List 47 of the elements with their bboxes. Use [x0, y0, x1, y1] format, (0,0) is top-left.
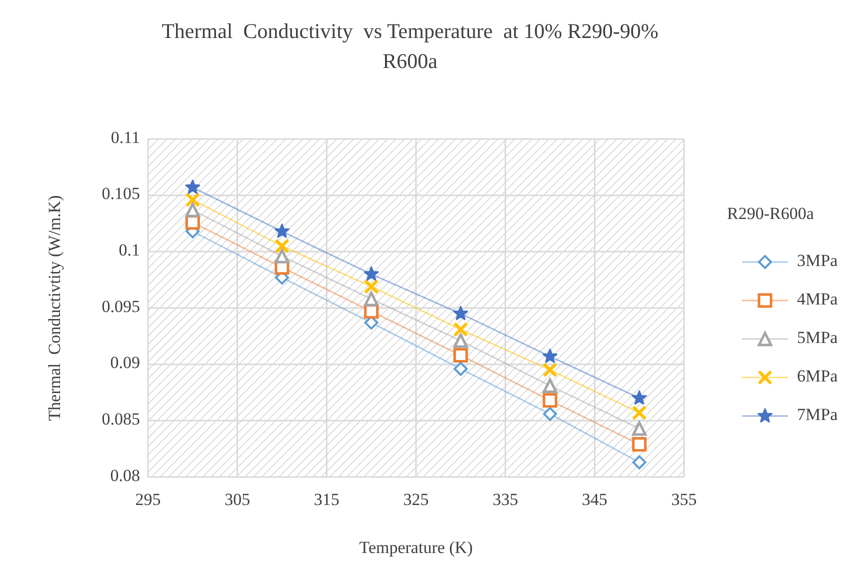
x-tick-label: 315 — [314, 490, 340, 509]
point — [543, 406, 557, 421]
chart-title: Thermal Conductivity vs Temperature at 10% R290-90% R600a — [162, 19, 658, 73]
y-tick-label: 0.1 — [118, 240, 140, 260]
point — [274, 238, 290, 254]
y-tick-label: 0.105 — [102, 184, 140, 204]
point — [274, 248, 290, 264]
point — [453, 333, 468, 348]
legend-label: 5MPa — [797, 328, 838, 347]
legend-label: 7MPa — [797, 404, 838, 424]
point — [632, 390, 647, 405]
x-tick-label: 335 — [492, 490, 518, 509]
point — [542, 348, 558, 363]
y-axis-title: Thermal Conductivtity (W/m.K) — [45, 195, 64, 421]
point — [632, 405, 647, 420]
point — [454, 362, 468, 376]
point — [185, 202, 200, 218]
point — [453, 348, 468, 363]
point — [274, 224, 290, 238]
point — [453, 306, 468, 320]
x-tick-label: 355 — [671, 490, 697, 509]
point — [542, 362, 558, 378]
point — [632, 421, 647, 436]
point — [185, 192, 200, 208]
x-tick-label: 325 — [403, 490, 429, 509]
legend-label: 6MPa — [797, 366, 838, 386]
y-tick-label: 0.085 — [102, 410, 140, 429]
point — [632, 455, 646, 470]
y-tick-label: 0.09 — [110, 353, 140, 372]
x-tick-label: 345 — [582, 490, 608, 509]
x-axis-title: Temperature (K) — [359, 538, 473, 557]
point — [542, 393, 558, 408]
point — [364, 266, 379, 281]
y-tick-label: 0.08 — [110, 466, 140, 485]
legend-title: R290-R600a — [727, 204, 814, 223]
point — [632, 437, 647, 452]
legend-label: 3MPa — [797, 250, 838, 270]
y-tick-label: 0.11 — [110, 128, 140, 147]
y-tick-label: 0.095 — [102, 296, 140, 316]
point — [185, 180, 200, 194]
x-tick-label: 305 — [224, 490, 250, 509]
point — [364, 292, 379, 306]
point — [453, 322, 468, 337]
point — [542, 378, 558, 393]
x-tick-label: 295 — [135, 490, 161, 509]
point — [364, 279, 379, 294]
legend-label: 4MPa — [797, 289, 838, 308]
